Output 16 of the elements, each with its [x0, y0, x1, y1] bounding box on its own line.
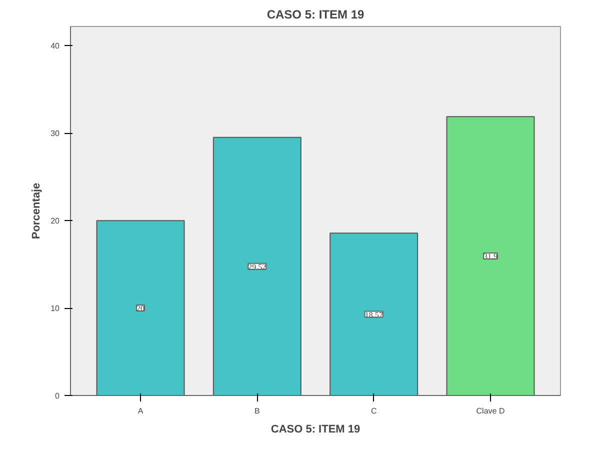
y-tick-label: 30: [50, 129, 60, 138]
x-tick-label: Clave D: [476, 406, 505, 416]
y-tick-label: 20: [50, 216, 60, 226]
x-axis-title: CASO 5: ITEM 19: [270, 424, 360, 436]
bar: [330, 232, 418, 396]
y-tick-label: 40: [50, 42, 60, 51]
x-tick-label: C: [370, 406, 377, 416]
y-tick-label: 10: [50, 304, 60, 314]
bar: [212, 136, 302, 396]
y-axis-title: Porcentaje: [30, 182, 43, 240]
chart-title: CASO 5: ITEM 19: [266, 8, 365, 22]
bar: [96, 220, 185, 396]
bar: [446, 116, 535, 396]
x-tick-label: B: [254, 406, 260, 416]
y-tick-label: 0: [55, 392, 60, 400]
x-tick-label: A: [138, 406, 144, 416]
